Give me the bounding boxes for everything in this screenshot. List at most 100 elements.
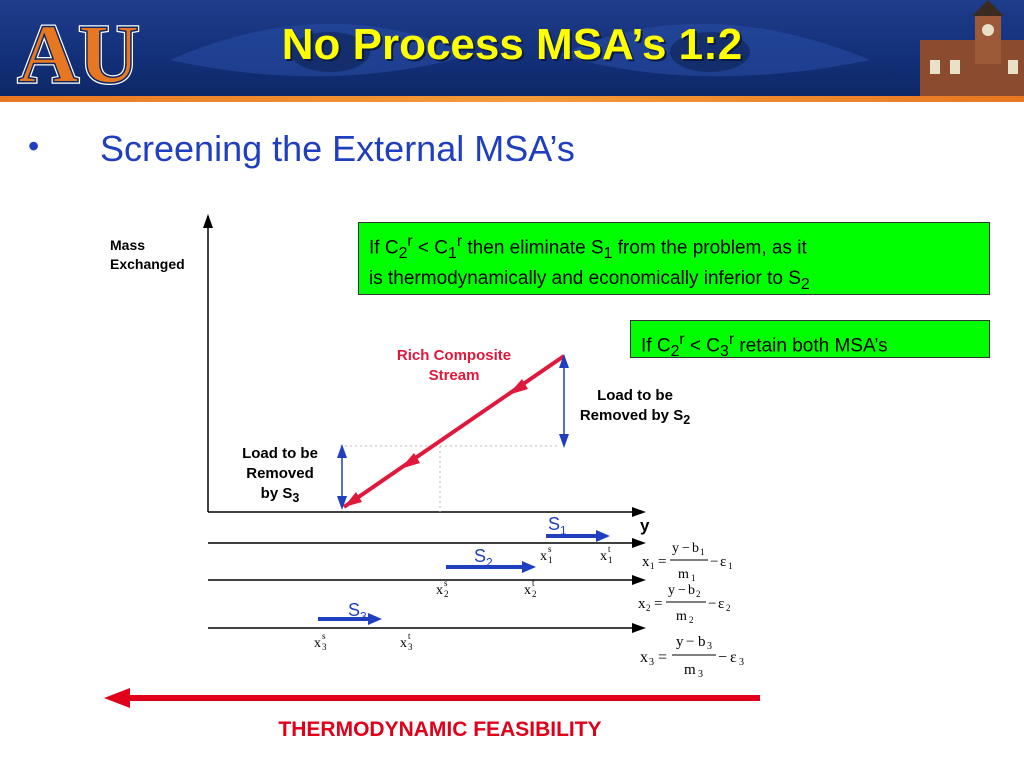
svg-text:−: − — [718, 649, 727, 666]
rich-stream-label: Rich Composite Stream — [372, 346, 536, 386]
load-s2-arrowhead-top — [559, 354, 569, 368]
box1-text: from the problem, as it — [612, 237, 807, 259]
svg-text:3: 3 — [698, 669, 703, 680]
svg-text:1: 1 — [548, 555, 553, 565]
svg-text:b: b — [688, 583, 695, 598]
s3-scale-arrowhead — [632, 623, 646, 633]
box1-text: If C — [369, 237, 399, 259]
rich-stream-label-line: Stream — [428, 367, 480, 384]
svg-text:x: x — [524, 583, 531, 598]
svg-text:x: x — [642, 554, 650, 570]
svg-text:3: 3 — [707, 641, 712, 652]
svg-text:t: t — [532, 578, 535, 588]
box2-text: retain both MSA’s — [734, 335, 888, 357]
svg-text:1: 1 — [728, 561, 733, 571]
svg-text:s: s — [548, 544, 552, 554]
eliminate-condition-box: If C2r < C1r then eliminate S1 from the … — [358, 222, 990, 295]
box2-sup: r — [728, 331, 735, 348]
svg-text:3: 3 — [649, 657, 654, 668]
s2-arrowhead — [522, 561, 536, 573]
svg-text:1: 1 — [608, 555, 613, 565]
svg-text:2: 2 — [646, 603, 651, 613]
svg-text:y: y — [676, 634, 684, 650]
svg-text:t: t — [608, 544, 611, 554]
s1-scale-arrowhead — [632, 538, 646, 548]
svg-text:t: t — [408, 631, 411, 641]
svg-text:3: 3 — [739, 657, 744, 668]
svg-text:x: x — [638, 596, 646, 612]
svg-text:AU: AU — [18, 8, 139, 101]
svg-text:b: b — [692, 541, 699, 556]
s2-sub: 2 — [486, 555, 493, 570]
svg-text:x: x — [600, 549, 607, 564]
s2-scale-arrowhead — [632, 575, 646, 585]
svg-text:ε: ε — [730, 649, 737, 666]
box1-sub: 2 — [800, 275, 810, 293]
svg-text:3: 3 — [408, 642, 413, 652]
svg-text:=: = — [654, 596, 662, 612]
tower-icon — [920, 0, 1024, 102]
svg-text:AU: AU — [18, 8, 139, 101]
box2-sub: 3 — [720, 343, 729, 361]
svg-text:−: − — [710, 554, 718, 570]
x2s-label: x s2 — [436, 578, 449, 599]
load-s2-label-line: Load to be — [597, 387, 673, 404]
s3-label: S3 — [348, 600, 367, 627]
svg-text:1: 1 — [650, 561, 655, 571]
yaxis-label: Mass Exchanged — [110, 236, 185, 274]
rich-composite-line — [342, 354, 566, 509]
rich-stream-label-line: Rich Composite — [396, 347, 512, 364]
box1-sub: 2 — [398, 245, 408, 263]
rich-arrowhead-2 — [400, 453, 420, 469]
load-s3-arrowhead-bottom — [337, 496, 347, 510]
svg-text:=: = — [658, 554, 666, 570]
svg-text:x: x — [400, 636, 407, 651]
x1t-label: x t1 — [600, 544, 613, 565]
x3s-label: x s3 — [314, 631, 327, 652]
load-s2-label-line: Removed by S — [579, 407, 684, 424]
box1-sub: 1 — [448, 245, 457, 263]
svg-text:m: m — [684, 662, 696, 678]
box2-text: If C — [641, 335, 671, 357]
yaxis-label-line: Exchanged — [110, 256, 185, 272]
feasibility-arrowhead — [104, 688, 130, 708]
svg-text:s: s — [444, 578, 448, 588]
box2-text: < C — [684, 335, 721, 357]
svg-text:2: 2 — [726, 603, 731, 613]
yaxis-label-line: Mass — [110, 237, 146, 253]
box1-text: is thermodynamically and economically in… — [369, 268, 801, 290]
box2-sub: 2 — [670, 343, 680, 361]
y-axis-arrowhead — [203, 214, 213, 228]
svg-text:3: 3 — [322, 642, 327, 652]
load-s3-arrowhead-top — [337, 444, 347, 458]
bullet-text: Screening the External MSA’s — [100, 128, 575, 169]
load-s3-label: Load to be Removed by S3 — [226, 444, 334, 508]
s1-arrowhead — [596, 530, 610, 542]
s1-text: S — [548, 514, 561, 534]
header-banner: AU AU No Process MSA’s 1:2 — [0, 0, 1024, 102]
banner-decor: AU AU — [16, 0, 1024, 102]
svg-text:2: 2 — [689, 615, 694, 625]
svg-text:x: x — [436, 583, 443, 598]
svg-text:1: 1 — [691, 573, 696, 583]
x2t-label: x t2 — [524, 578, 537, 599]
s3-text: S — [348, 600, 361, 620]
svg-text:b: b — [698, 634, 706, 650]
load-s3-label-line: by S — [260, 485, 293, 502]
svg-text:x: x — [540, 549, 547, 564]
x-axis-arrowhead — [632, 507, 646, 517]
load-s3-label-line: Removed — [246, 465, 314, 482]
box1-text: < C — [412, 237, 449, 259]
s1-sub: 1 — [560, 523, 567, 538]
svg-text:−: − — [686, 634, 694, 650]
svg-text:m: m — [676, 609, 687, 624]
svg-text:ε: ε — [718, 596, 724, 612]
svg-text:y: y — [672, 541, 679, 556]
box1-sub: 1 — [603, 245, 613, 263]
svg-text:2: 2 — [696, 589, 701, 599]
svg-text:−: − — [708, 596, 716, 612]
load-s2-sub: 2 — [683, 413, 691, 427]
